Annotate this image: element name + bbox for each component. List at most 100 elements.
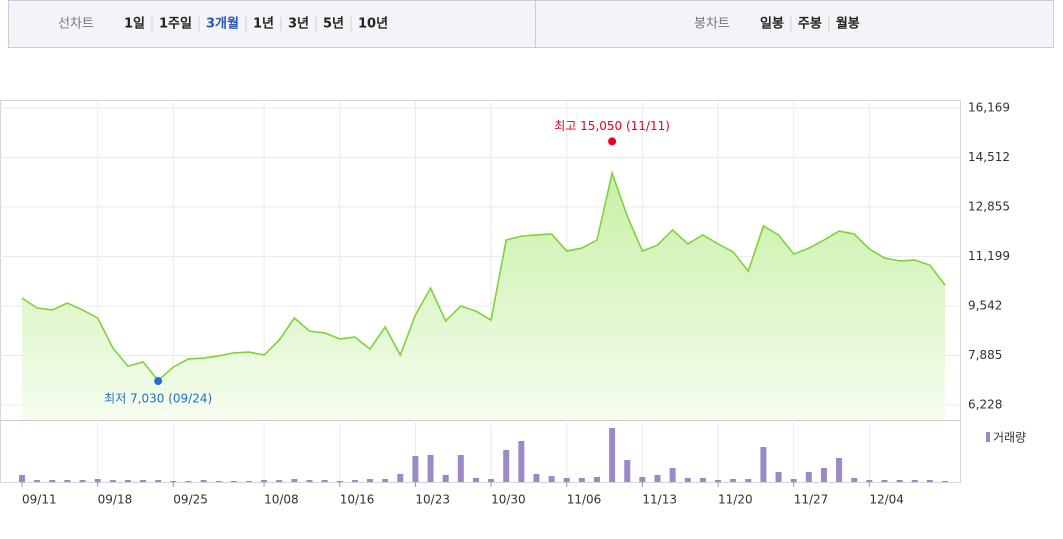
volume-bar (412, 456, 419, 482)
volume-bar (533, 474, 540, 482)
volume-bar (518, 441, 525, 482)
volume-bar (170, 481, 177, 482)
toolbar (8, 0, 1054, 48)
x-tick-label: 11/06 (567, 493, 602, 507)
y-tick-label: 11,199 (968, 249, 1010, 263)
volume-bar (805, 472, 812, 482)
price-line (21, 170, 946, 382)
volume-bar (745, 479, 752, 482)
x-tick-label: 10/30 (491, 493, 526, 507)
annotation-dot (154, 377, 163, 386)
x-tick-label: 10/08 (264, 493, 299, 507)
volume-bar (472, 478, 479, 482)
volume-bar (563, 478, 570, 482)
candle-button[interactable]: 주봉 (798, 17, 822, 32)
volume-bar (94, 479, 101, 482)
volume-bar (942, 481, 948, 482)
volume-bar (457, 455, 464, 482)
volume-bar (578, 478, 585, 482)
period-button[interactable]: 1일 (124, 17, 145, 32)
y-tick-label: 6,228 (968, 398, 1002, 412)
volume-bar (593, 477, 600, 482)
volume-bar (896, 480, 903, 482)
annotation-dot (608, 137, 617, 146)
volume-bar (624, 460, 631, 482)
volume-bar (820, 468, 827, 482)
volume-bar (715, 480, 722, 482)
volume-bar (336, 481, 343, 482)
toolbar-items: 선차트 1일 1주일 3개월 1년 3년 5년 10년 봉차트 일봉 주봉 월봉 (58, 16, 860, 32)
x-tick-label: 12/04 (869, 493, 904, 507)
x-tick-label: 11/13 (642, 493, 677, 507)
volume-bar (488, 479, 495, 482)
volume-bar (291, 479, 298, 482)
volume-bar (442, 475, 449, 482)
volume-bar (926, 480, 933, 482)
volume-bar (397, 474, 404, 482)
x-tick-label: 10/16 (340, 493, 375, 507)
candle-button[interactable]: 월봉 (836, 16, 860, 32)
legend-label: 거래량 (993, 431, 1026, 445)
x-tick-label: 09/25 (173, 493, 208, 507)
period-button[interactable]: 3개월 (206, 16, 239, 32)
volume-bar (64, 480, 71, 482)
volume-bar (382, 479, 389, 482)
volume-bar (79, 480, 86, 482)
toolbar-label: 봉차트 (694, 17, 730, 32)
annotation-label: 최저 7,030 (09/24) (104, 392, 212, 406)
volume-bar (866, 480, 873, 482)
period-button[interactable]: 1주일 (159, 17, 192, 32)
volume-bar (124, 480, 131, 482)
period-button[interactable]: 5년 (323, 17, 344, 32)
volume-bar (19, 475, 25, 482)
period-button[interactable]: 10년 (358, 17, 388, 32)
volume-bar (261, 480, 268, 482)
volume-bar (49, 480, 56, 482)
y-tick-label: 16,169 (968, 101, 1010, 115)
volume-bar (109, 480, 116, 482)
volume-bar (276, 480, 283, 482)
volume-bar (427, 455, 434, 482)
y-tick-label: 14,512 (968, 150, 1010, 164)
volume-bar (367, 479, 374, 482)
volume-bar (730, 479, 737, 482)
volume-bar (609, 428, 616, 482)
period-button[interactable]: 3년 (288, 17, 309, 32)
volume-bar (34, 480, 41, 482)
legend-swatch (986, 432, 990, 442)
x-tick-label: 09/11 (22, 493, 57, 507)
volume-bar (306, 480, 313, 482)
volume-bar (321, 480, 328, 482)
price-area (22, 173, 945, 420)
period-button[interactable]: 1년 (253, 17, 274, 32)
volume-bar (851, 478, 858, 482)
plot: 최고 15,050 (11/11) 최저 7,030 (09/24) (19, 119, 948, 482)
x-tick-label: 09/18 (98, 493, 133, 507)
plot-frame (0, 100, 961, 483)
volume-bar (351, 480, 358, 482)
toolbar-label: 선차트 (58, 17, 94, 32)
volume-bar (911, 480, 918, 482)
volume-bar (639, 477, 646, 482)
x-tick-label: 10/23 (415, 493, 450, 507)
volume-bar (185, 481, 192, 482)
volume-bar (775, 472, 782, 482)
volume-bar (230, 481, 237, 482)
volume-bar (155, 480, 162, 482)
volume-bar (245, 481, 252, 482)
volume-bar (200, 480, 207, 482)
y-tick-label: 12,855 (968, 200, 1010, 214)
volume-bar (140, 480, 147, 482)
volume-bar (760, 447, 767, 482)
volume-bar (790, 479, 797, 482)
volume-bar (548, 476, 555, 482)
x-tick-label: 11/27 (794, 493, 829, 507)
y-tick-label: 9,542 (968, 298, 1002, 312)
volume-bar (654, 475, 661, 482)
volume-bar (699, 478, 706, 482)
candle-button[interactable]: 일봉 (760, 17, 784, 32)
volume-bar (684, 478, 691, 482)
volume-bar (215, 481, 222, 482)
